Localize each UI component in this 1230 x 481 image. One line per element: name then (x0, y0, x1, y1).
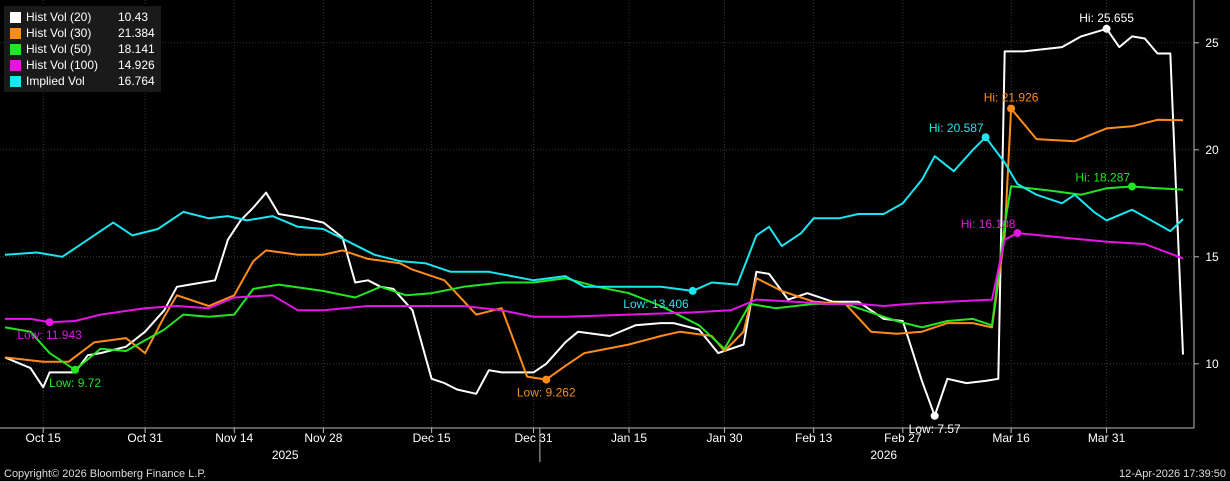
legend-series-value: 14.926 (118, 58, 155, 72)
series-line-hist-vol-20 (4, 27, 1184, 417)
legend-series-name: Hist Vol (20) (26, 10, 92, 24)
x-tick-label: Jan 30 (707, 431, 743, 445)
annotation-marker (1007, 104, 1016, 113)
legend-series-name: Hist Vol (50) (26, 42, 92, 56)
x-tick-label: Oct 15 (26, 431, 62, 445)
legend-swatch (10, 59, 21, 71)
annotation-label: Low: 9.72 (49, 376, 101, 390)
series-line-implied-vol (4, 136, 1184, 292)
y-tick-label: 25 (1205, 36, 1219, 50)
x-tick-label: Mar 31 (1088, 431, 1126, 445)
annotation-marker (542, 375, 551, 384)
annotation-marker (1013, 229, 1022, 238)
annotation-marker (45, 318, 54, 327)
annotation-label: Hi: 20.587 (929, 121, 984, 135)
annotation-label: Hi: 25.655 (1079, 11, 1134, 25)
annotation-marker (688, 286, 697, 295)
annotation-marker (930, 411, 939, 420)
timestamp-text: 12-Apr-2026 17:39:50 (1118, 468, 1226, 480)
copyright-text: Copyright© 2026 Bloomberg Finance L.P. (4, 468, 207, 480)
legend-entry: Hist Vol (50) 18.141 (10, 41, 155, 57)
x-tick-label: Mar 16 (992, 431, 1030, 445)
annotation-label: Low: 7.57 (909, 422, 961, 436)
annotation-label: Low: 11.943 (17, 328, 82, 342)
legend-entry: Hist Vol (100) 14.926 (10, 57, 155, 73)
annotation-marker (1102, 24, 1111, 33)
legend-series-value: 16.764 (118, 74, 155, 88)
legend-entry: Implied Vol 16.764 (10, 73, 155, 89)
legend-series-value: 10.43 (118, 10, 149, 24)
chart-legend: Hist Vol (20) 10.43 Hist Vol (30) 21.384 His… (4, 6, 161, 92)
legend-series-value: 21.384 (118, 26, 155, 40)
annotation-label: Low: 13.406 (623, 297, 689, 311)
series-line-hist-vol-50 (4, 185, 1184, 371)
legend-series-name: Hist Vol (100) (26, 58, 99, 72)
x-tick-label: Dec 31 (514, 431, 552, 445)
legend-entry: Hist Vol (30) 21.384 (10, 25, 155, 41)
legend-entry: Hist Vol (20) 10.43 (10, 9, 155, 25)
x-tick-label: Feb 27 (884, 431, 922, 445)
year-label: 2026 (870, 448, 897, 462)
legend-swatch (10, 11, 21, 23)
annotation-label: Low: 9.262 (517, 386, 576, 400)
x-tick-label: Jan 15 (611, 431, 647, 445)
annotation-label: Hi: 18.287 (1075, 170, 1130, 184)
x-tick-label: Nov 14 (215, 431, 253, 445)
legend-series-value: 18.141 (118, 42, 155, 56)
y-tick-label: 20 (1205, 143, 1219, 157)
annotation-marker (71, 365, 80, 374)
legend-swatch (10, 75, 21, 87)
annotation-marker (1128, 182, 1137, 191)
annotation-label: Hi: 21.926 (984, 91, 1039, 105)
series-line-hist-vol-100 (5, 232, 1184, 324)
annotation-marker (981, 133, 990, 142)
year-label: 2025 (272, 448, 299, 462)
x-tick-label: Dec 15 (413, 431, 451, 445)
y-tick-label: 15 (1205, 250, 1219, 264)
x-tick-label: Oct 31 (127, 431, 163, 445)
y-tick-label: 10 (1205, 357, 1219, 371)
legend-swatch (10, 27, 21, 39)
series-line-hist-vol-30 (4, 107, 1184, 381)
annotation-label: Hi: 16.108 (961, 217, 1016, 231)
x-tick-label: Feb 13 (795, 431, 833, 445)
x-tick-label: Nov 28 (304, 431, 342, 445)
legend-series-name: Hist Vol (30) (26, 26, 92, 40)
legend-swatch (10, 43, 21, 55)
legend-series-name: Implied Vol (26, 74, 85, 88)
